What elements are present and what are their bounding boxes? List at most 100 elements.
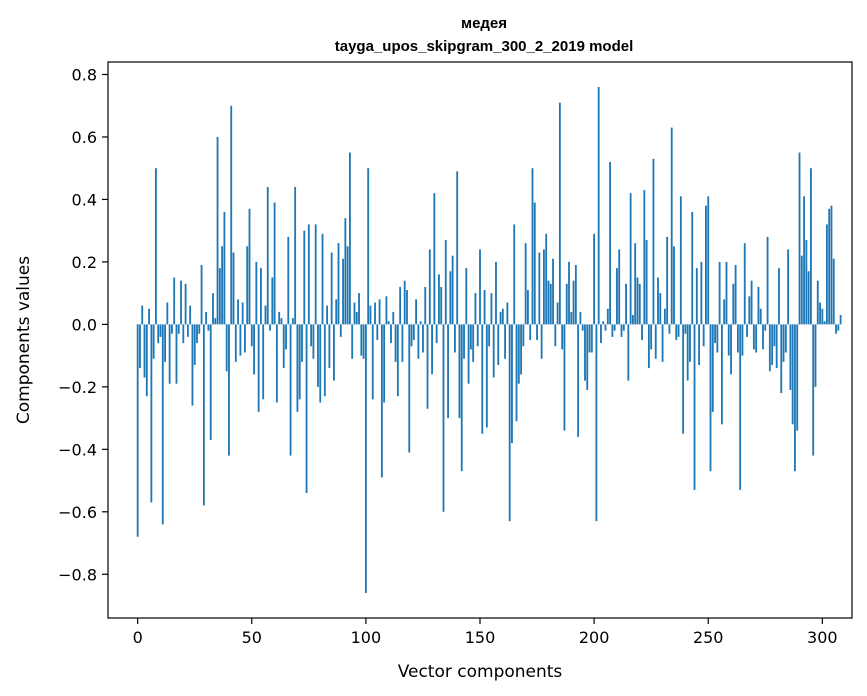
bar	[463, 324, 465, 359]
bar	[392, 311, 395, 325]
bar	[798, 152, 801, 325]
bar	[303, 230, 306, 325]
y-tick-label: 0.8	[72, 65, 97, 84]
bar	[529, 324, 532, 340]
bar	[780, 324, 783, 394]
bar	[759, 308, 762, 325]
bar	[572, 280, 575, 325]
bar	[403, 280, 406, 325]
bar	[426, 324, 429, 409]
bar	[668, 324, 671, 334]
bar	[604, 324, 607, 331]
bar	[280, 318, 283, 325]
bar	[458, 324, 461, 419]
bar	[465, 268, 468, 325]
bar	[275, 324, 278, 403]
bar	[698, 324, 701, 365]
bar	[378, 299, 381, 325]
bar	[625, 283, 627, 325]
bar	[536, 324, 538, 340]
bar	[727, 324, 730, 356]
bar	[166, 302, 169, 325]
bar	[650, 324, 653, 350]
bar	[705, 205, 707, 325]
bar	[198, 324, 201, 334]
bar	[768, 324, 771, 372]
bar	[748, 296, 751, 325]
bar	[346, 246, 349, 325]
bar	[627, 324, 630, 381]
bar	[839, 315, 842, 325]
bar	[344, 218, 347, 325]
bar	[353, 302, 356, 325]
bar	[230, 105, 233, 325]
bar	[645, 240, 648, 325]
bar	[412, 324, 415, 340]
bar	[800, 255, 803, 325]
bar	[342, 258, 344, 325]
bar	[538, 252, 541, 325]
bar	[447, 324, 449, 419]
bar	[266, 186, 269, 325]
bar	[321, 233, 324, 325]
bar	[467, 324, 470, 384]
bar	[264, 305, 267, 325]
bar	[207, 324, 210, 331]
bar	[527, 290, 529, 325]
bar	[689, 324, 691, 362]
bar	[739, 324, 742, 490]
bar	[647, 324, 650, 369]
bar	[255, 261, 258, 325]
bar	[333, 324, 335, 381]
bar	[796, 324, 799, 431]
bar	[442, 324, 445, 512]
bar	[250, 324, 253, 347]
bar	[399, 286, 402, 325]
y-tick-label: 0.2	[72, 253, 97, 272]
bar	[202, 324, 205, 506]
bar	[479, 249, 481, 325]
bar	[709, 324, 712, 472]
x-tick-label: 0	[133, 628, 143, 647]
bar	[586, 324, 589, 390]
bar	[736, 324, 739, 353]
bar	[803, 196, 805, 325]
bar	[307, 224, 310, 325]
bar	[762, 324, 764, 350]
bar	[814, 324, 817, 387]
bar	[807, 271, 810, 325]
bar	[330, 252, 333, 325]
bar	[191, 324, 194, 406]
bar	[278, 311, 281, 325]
bar	[244, 324, 246, 353]
bar	[408, 324, 411, 453]
bar	[401, 324, 404, 362]
bar	[511, 324, 513, 444]
bar	[652, 158, 655, 325]
bar	[317, 324, 319, 387]
bar	[168, 324, 171, 384]
bar	[581, 324, 584, 331]
bar	[139, 324, 141, 369]
bar	[695, 268, 698, 325]
bar	[533, 202, 536, 325]
bar	[766, 236, 769, 325]
bar	[513, 224, 516, 325]
x-tick-label: 250	[693, 628, 724, 647]
bar	[686, 324, 689, 381]
bar	[193, 324, 196, 365]
bar	[590, 324, 593, 353]
bar	[291, 318, 294, 325]
bar	[682, 324, 685, 434]
bar	[515, 324, 518, 422]
bar	[609, 161, 611, 325]
bar	[285, 324, 287, 350]
chart-title-line-1: медея	[461, 15, 507, 32]
bar	[702, 324, 705, 347]
bar	[771, 324, 774, 365]
x-tick-label: 100	[351, 628, 382, 647]
bar	[524, 243, 527, 325]
bar	[481, 324, 484, 434]
bar	[499, 311, 502, 325]
